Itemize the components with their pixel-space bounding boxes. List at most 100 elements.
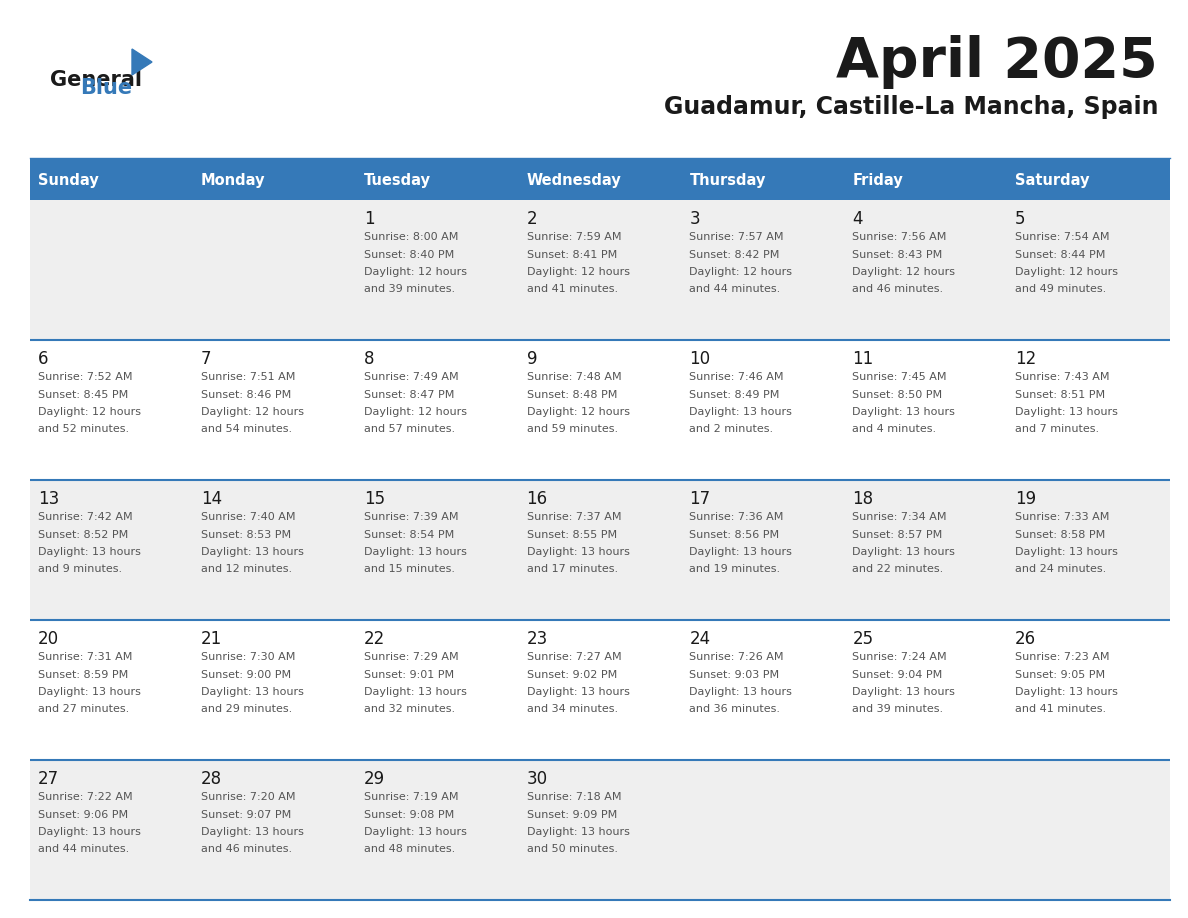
Bar: [355, 340, 519, 480]
Text: Daylight: 13 hours: Daylight: 13 hours: [526, 547, 630, 557]
Text: Sunrise: 7:36 AM: Sunrise: 7:36 AM: [689, 512, 784, 522]
Bar: [192, 760, 355, 900]
Bar: [845, 480, 1007, 620]
Bar: [30, 158, 1170, 200]
Text: Guadamur, Castille-La Mancha, Spain: Guadamur, Castille-La Mancha, Spain: [664, 95, 1158, 119]
Text: Sunrise: 7:43 AM: Sunrise: 7:43 AM: [1015, 372, 1110, 382]
Text: and 12 minutes.: and 12 minutes.: [201, 565, 292, 575]
Text: and 44 minutes.: and 44 minutes.: [689, 285, 781, 295]
Bar: [355, 760, 519, 900]
Text: Sunset: 8:51 PM: Sunset: 8:51 PM: [1015, 389, 1105, 399]
Text: 10: 10: [689, 350, 710, 368]
Text: and 54 minutes.: and 54 minutes.: [201, 424, 292, 434]
Text: and 24 minutes.: and 24 minutes.: [1015, 565, 1106, 575]
Text: Sunset: 8:50 PM: Sunset: 8:50 PM: [852, 389, 942, 399]
Text: Daylight: 12 hours: Daylight: 12 hours: [526, 407, 630, 417]
Text: Sunset: 8:43 PM: Sunset: 8:43 PM: [852, 250, 942, 260]
Text: and 48 minutes.: and 48 minutes.: [364, 845, 455, 855]
Bar: [845, 200, 1007, 340]
Text: Daylight: 12 hours: Daylight: 12 hours: [38, 407, 141, 417]
Text: Sunrise: 7:27 AM: Sunrise: 7:27 AM: [526, 652, 621, 662]
Bar: [519, 200, 682, 340]
Text: Daylight: 13 hours: Daylight: 13 hours: [689, 547, 792, 557]
Text: and 49 minutes.: and 49 minutes.: [1015, 285, 1106, 295]
Text: Wednesday: Wednesday: [526, 174, 621, 188]
Text: April 2025: April 2025: [836, 35, 1158, 89]
Text: 8: 8: [364, 350, 374, 368]
Text: Daylight: 12 hours: Daylight: 12 hours: [852, 267, 955, 277]
Text: Sunset: 9:01 PM: Sunset: 9:01 PM: [364, 669, 454, 679]
Text: Sunset: 8:47 PM: Sunset: 8:47 PM: [364, 389, 454, 399]
Text: 20: 20: [38, 630, 59, 648]
Text: Sunrise: 7:54 AM: Sunrise: 7:54 AM: [1015, 232, 1110, 242]
Bar: [845, 620, 1007, 760]
Bar: [519, 620, 682, 760]
Text: Sunrise: 7:48 AM: Sunrise: 7:48 AM: [526, 372, 621, 382]
Text: Sunset: 9:08 PM: Sunset: 9:08 PM: [364, 810, 454, 820]
Bar: [682, 480, 845, 620]
Polygon shape: [132, 49, 152, 75]
Text: and 19 minutes.: and 19 minutes.: [689, 565, 781, 575]
Text: Daylight: 13 hours: Daylight: 13 hours: [364, 547, 467, 557]
Text: Friday: Friday: [852, 174, 903, 188]
Bar: [682, 760, 845, 900]
Text: and 44 minutes.: and 44 minutes.: [38, 845, 129, 855]
Text: Sunset: 9:04 PM: Sunset: 9:04 PM: [852, 669, 942, 679]
Text: Daylight: 13 hours: Daylight: 13 hours: [201, 827, 304, 837]
Text: Sunrise: 7:34 AM: Sunrise: 7:34 AM: [852, 512, 947, 522]
Bar: [682, 620, 845, 760]
Bar: [519, 480, 682, 620]
Text: and 9 minutes.: and 9 minutes.: [38, 565, 122, 575]
Text: 14: 14: [201, 490, 222, 508]
Text: Sunrise: 7:22 AM: Sunrise: 7:22 AM: [38, 792, 133, 802]
Text: Sunrise: 7:49 AM: Sunrise: 7:49 AM: [364, 372, 459, 382]
Text: 17: 17: [689, 490, 710, 508]
Text: Thursday: Thursday: [689, 174, 766, 188]
Text: and 50 minutes.: and 50 minutes.: [526, 845, 618, 855]
Text: Sunrise: 7:31 AM: Sunrise: 7:31 AM: [38, 652, 132, 662]
Text: Sunrise: 8:00 AM: Sunrise: 8:00 AM: [364, 232, 459, 242]
Text: Daylight: 13 hours: Daylight: 13 hours: [689, 407, 792, 417]
Bar: [519, 340, 682, 480]
Text: 30: 30: [526, 770, 548, 788]
Text: Daylight: 13 hours: Daylight: 13 hours: [38, 827, 141, 837]
Text: 5: 5: [1015, 210, 1025, 228]
Text: Daylight: 13 hours: Daylight: 13 hours: [1015, 407, 1118, 417]
Text: Sunset: 8:52 PM: Sunset: 8:52 PM: [38, 530, 128, 540]
Text: Sunset: 8:40 PM: Sunset: 8:40 PM: [364, 250, 454, 260]
Text: 12: 12: [1015, 350, 1036, 368]
Text: Daylight: 12 hours: Daylight: 12 hours: [364, 407, 467, 417]
Text: and 15 minutes.: and 15 minutes.: [364, 565, 455, 575]
Text: Daylight: 13 hours: Daylight: 13 hours: [852, 687, 955, 697]
Text: and 2 minutes.: and 2 minutes.: [689, 424, 773, 434]
Text: Sunset: 9:03 PM: Sunset: 9:03 PM: [689, 669, 779, 679]
Text: Sunrise: 7:24 AM: Sunrise: 7:24 AM: [852, 652, 947, 662]
Text: 1: 1: [364, 210, 374, 228]
Text: Daylight: 13 hours: Daylight: 13 hours: [1015, 547, 1118, 557]
Bar: [192, 620, 355, 760]
Text: Sunrise: 7:23 AM: Sunrise: 7:23 AM: [1015, 652, 1110, 662]
Text: Sunset: 8:59 PM: Sunset: 8:59 PM: [38, 669, 128, 679]
Text: 24: 24: [689, 630, 710, 648]
Text: Sunrise: 7:37 AM: Sunrise: 7:37 AM: [526, 512, 621, 522]
Text: and 52 minutes.: and 52 minutes.: [38, 424, 129, 434]
Text: Sunrise: 7:45 AM: Sunrise: 7:45 AM: [852, 372, 947, 382]
Bar: [355, 480, 519, 620]
Text: Sunset: 8:42 PM: Sunset: 8:42 PM: [689, 250, 779, 260]
Text: Daylight: 13 hours: Daylight: 13 hours: [852, 547, 955, 557]
Text: 4: 4: [852, 210, 862, 228]
Bar: [1007, 760, 1170, 900]
Text: 18: 18: [852, 490, 873, 508]
Text: and 39 minutes.: and 39 minutes.: [852, 704, 943, 714]
Text: and 17 minutes.: and 17 minutes.: [526, 565, 618, 575]
Bar: [845, 340, 1007, 480]
Text: Sunrise: 7:56 AM: Sunrise: 7:56 AM: [852, 232, 947, 242]
Text: Sunrise: 7:20 AM: Sunrise: 7:20 AM: [201, 792, 296, 802]
Text: Sunrise: 7:57 AM: Sunrise: 7:57 AM: [689, 232, 784, 242]
Text: Daylight: 13 hours: Daylight: 13 hours: [364, 687, 467, 697]
Bar: [30, 760, 192, 900]
Text: Daylight: 13 hours: Daylight: 13 hours: [364, 827, 467, 837]
Text: Sunset: 9:05 PM: Sunset: 9:05 PM: [1015, 669, 1105, 679]
Text: Sunrise: 7:26 AM: Sunrise: 7:26 AM: [689, 652, 784, 662]
Text: Daylight: 13 hours: Daylight: 13 hours: [38, 687, 141, 697]
